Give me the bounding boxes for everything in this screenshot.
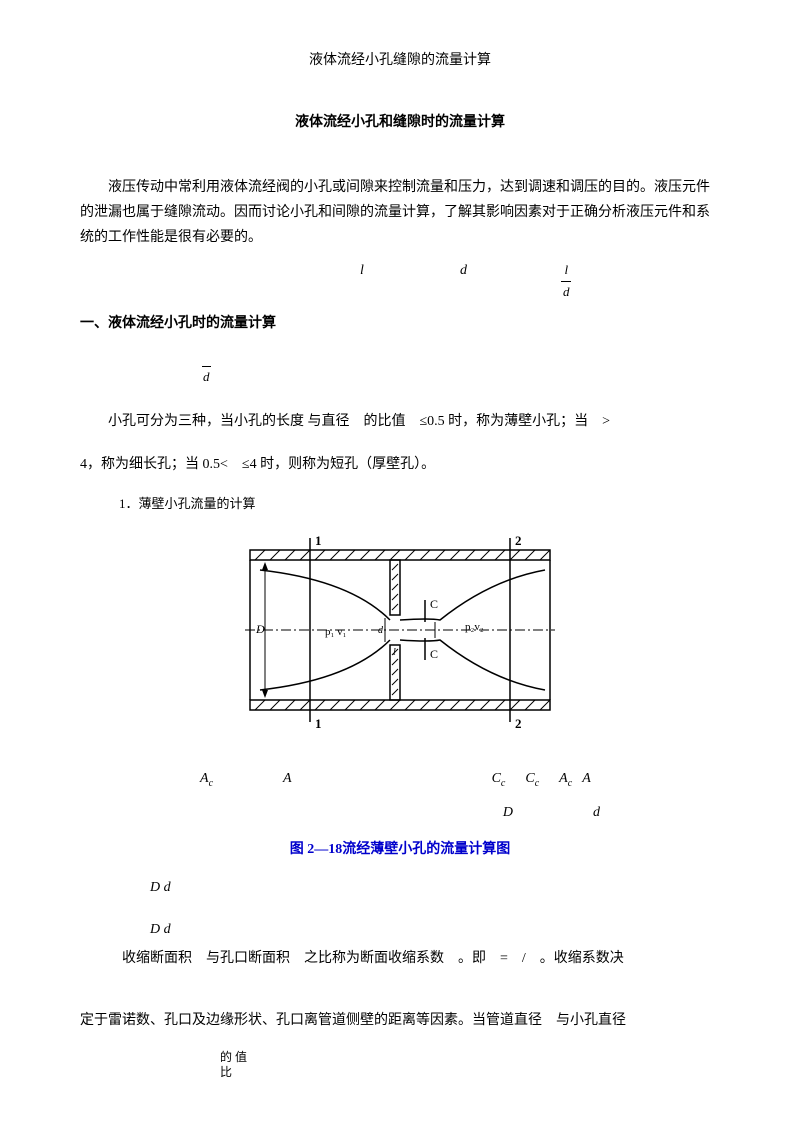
left-symbols-2: D d — [80, 919, 720, 941]
left-symbols-1: D d — [80, 877, 720, 899]
svg-text:l: l — [393, 647, 396, 658]
var-l: l — [360, 260, 400, 303]
sym-A2: A — [582, 768, 591, 792]
sym-Cc2: Cc — [525, 768, 539, 792]
formula-line-1: l d l d l d — [80, 260, 720, 303]
svg-text:C: C — [430, 647, 438, 661]
svg-text:p₁ v₁: p₁ v₁ — [325, 626, 347, 638]
sym-Cc1: Cc — [492, 768, 506, 792]
svg-text:2: 2 — [515, 533, 522, 548]
svg-text:C: C — [430, 597, 438, 611]
symbol-row-2: D d — [80, 802, 720, 824]
svg-text:d: d — [378, 625, 384, 636]
document-title: 液体流经小孔缝隙的流量计算 — [80, 50, 720, 72]
sym-Ac2: Ac — [559, 768, 572, 792]
figure-container: 1 2 1 2 C C p₁ v₁ p₂v₂ D l d — [80, 530, 720, 738]
fraction-ld-1: l d — [560, 260, 573, 303]
svg-text:D: D — [255, 622, 265, 636]
svg-text:1: 1 — [315, 716, 322, 730]
intro-paragraph: 液压传动中常利用液体流经阀的小孔或间隙来控制流量和压力，达到调速和调压的目的。液… — [80, 175, 720, 251]
stray-fraction: d — [80, 345, 720, 388]
sym-Ac: Ac — [200, 768, 213, 792]
paragraph-classification: 小孔可分为三种，当小孔的长度 与直径 的比值 ≤0.5 时，称为薄壁小孔；当 > — [80, 408, 720, 436]
tiny-text-2: 比 — [80, 1065, 720, 1081]
sym-d: d — [593, 802, 600, 824]
svg-text:1: 1 — [315, 533, 322, 548]
paragraph-classification-2: 4，称为细长孔；当 0.5< ≤4 时，则称为短孔（厚壁孔）。 — [80, 451, 720, 479]
symbol-row-1: Ac A Cc Cc Ac A — [80, 768, 720, 792]
subheading-1: 1．薄壁小孔流量的计算 — [80, 494, 720, 515]
var-d: d — [460, 260, 500, 303]
final-paragraph-1: 收缩断面积 与孔口断面积 之比称为断面收缩系数 。即 = / 。收缩系数决 — [80, 946, 720, 971]
svg-text:p₂v₂: p₂v₂ — [465, 621, 484, 633]
section-title: 液体流经小孔和缝隙时的流量计算 — [80, 112, 720, 134]
final-paragraph-2: 定于雷诺数、孔口及边缘形状、孔口离管道侧壁的距离等因素。当管道直径 与小孔直径 — [80, 1007, 720, 1035]
sym-A: A — [283, 768, 292, 792]
tiny-text-1: 的 值 — [80, 1050, 720, 1066]
orifice-diagram: 1 2 1 2 C C p₁ v₁ p₂v₂ D l d — [230, 530, 570, 730]
heading-section-1: 一、液体流经小孔时的流量计算 — [80, 313, 720, 335]
sym-D: D — [503, 802, 513, 824]
figure-caption: 图 2—18流经薄壁小孔的流量计算图 — [80, 839, 720, 861]
svg-text:2: 2 — [515, 716, 522, 730]
